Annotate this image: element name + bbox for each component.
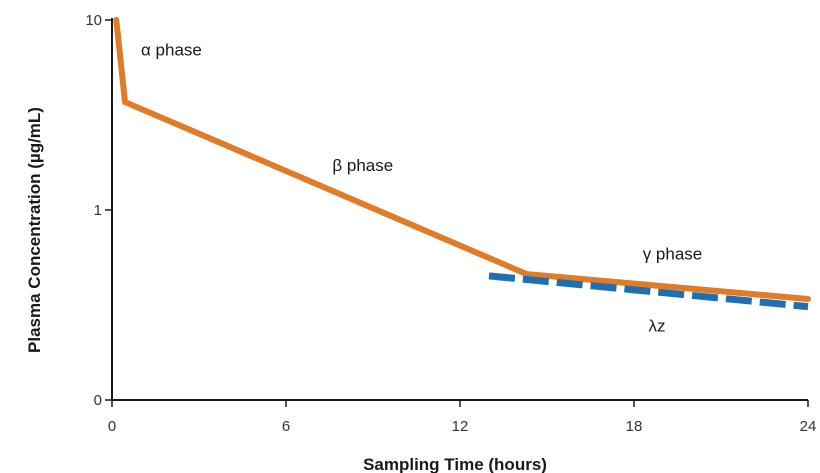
ticks: 0 6 12 18 24 0 1 10	[85, 12, 816, 435]
y-tick-label-1: 1	[94, 202, 102, 219]
annotation-1: β phase	[332, 156, 393, 175]
y-tick-label-0: 0	[94, 392, 102, 409]
concentration-curve-line	[113, 17, 811, 302]
terminal-slope-dashed-line	[488, 272, 809, 311]
axes	[111, 18, 808, 401]
x-tick-label-24: 24	[800, 418, 817, 435]
x-tick-label-0: 0	[108, 418, 116, 435]
annotation-0: α phase	[141, 41, 202, 60]
series	[113, 17, 811, 311]
y-tick-label-10: 10	[85, 12, 102, 29]
annotation-3: λz	[649, 316, 666, 335]
annotations: α phase β phase γ phase λz	[141, 41, 702, 336]
y-axis-title: Plasma Concentration (µg/mL)	[25, 107, 44, 353]
x-tick-label-18: 18	[626, 418, 643, 435]
x-tick-label-12: 12	[452, 418, 469, 435]
annotation-2: γ phase	[643, 244, 703, 263]
x-tick-label-6: 6	[282, 418, 290, 435]
x-axis-title: Sampling Time (hours)	[363, 455, 547, 473]
